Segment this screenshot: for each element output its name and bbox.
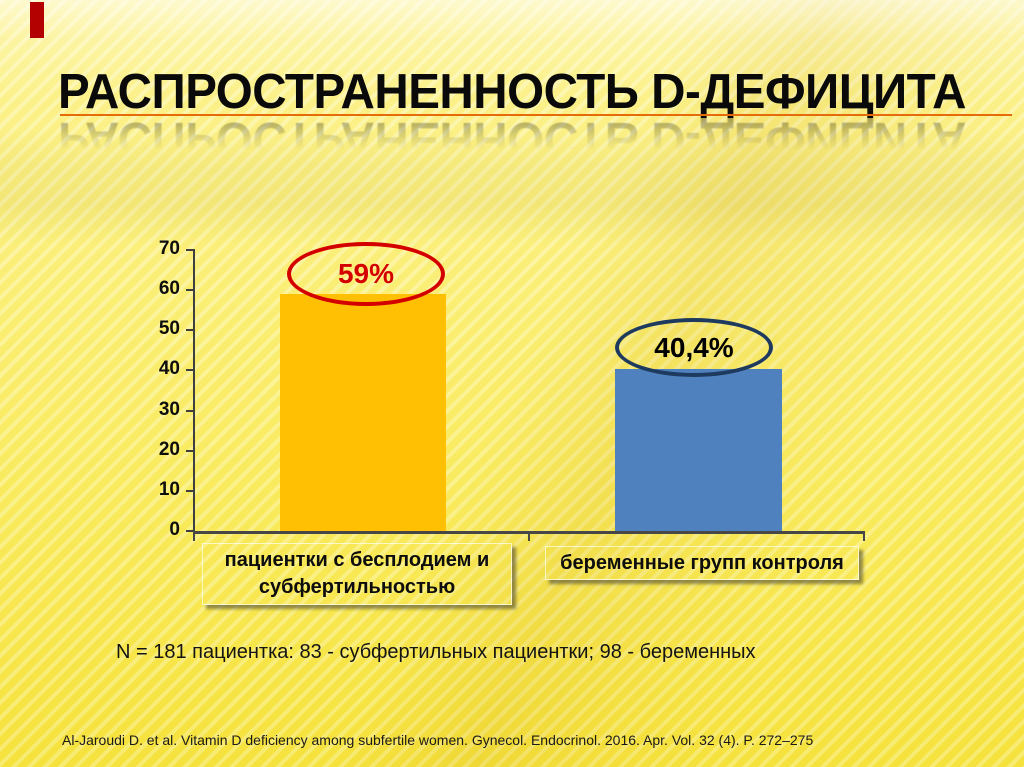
citation-footer: Al-Jaroudi D. et al. Vitamin D deficienc… xyxy=(62,732,814,748)
y-axis-tick xyxy=(186,489,193,492)
x-axis-tick xyxy=(863,534,865,541)
x-axis-tick xyxy=(193,534,195,541)
value-callout-ellipse-navy: 40,4% xyxy=(615,318,773,377)
sample-size-note: N = 181 пациентка: 83 - субфертильных па… xyxy=(116,641,756,663)
y-axis-tick-label: 40 xyxy=(158,358,180,380)
title-underline-rule xyxy=(60,114,1012,116)
y-axis-line xyxy=(193,249,195,533)
y-axis-tick xyxy=(186,289,193,292)
slide-title: РАСПРОСТРАНЕННОСТЬ D-ДЕФИЦИТА xyxy=(57,65,967,119)
category-label-subfertile: пациентки с бесплодием и субфертильность… xyxy=(202,543,512,605)
bar-subfertile-patients xyxy=(280,294,446,531)
y-axis-tick xyxy=(186,249,193,251)
value-callout-ellipse-red: 59% xyxy=(287,242,445,306)
bar-pregnant-control xyxy=(615,368,782,531)
y-axis-tick-label: 50 xyxy=(158,318,180,340)
y-axis-tick xyxy=(186,329,193,332)
x-axis-tick xyxy=(528,534,530,541)
slide-title-reflection: РАСПРОСТРАНЕННОСТЬ D-ДЕФИЦИТА xyxy=(57,112,967,166)
y-axis-tick-label: 30 xyxy=(158,398,180,420)
category-label-pregnant-control: беременные групп контроля xyxy=(545,546,859,580)
x-axis-line xyxy=(193,531,865,534)
corner-accent-bar xyxy=(30,2,44,38)
value-label-40-4: 40,4% xyxy=(654,331,734,363)
y-axis-tick-label: 10 xyxy=(158,478,180,500)
y-axis-tick xyxy=(186,530,193,532)
bar-chart-plot-area xyxy=(195,250,863,531)
y-axis-tick xyxy=(186,449,193,452)
value-label-59: 59% xyxy=(337,258,395,289)
y-axis-tick-label: 0 xyxy=(169,519,180,540)
y-axis-tick xyxy=(186,409,193,412)
y-axis-tick-label: 70 xyxy=(158,238,180,259)
y-axis-tick-label: 20 xyxy=(158,438,180,460)
y-axis-tick-label: 60 xyxy=(158,278,180,300)
y-axis-tick xyxy=(186,369,193,372)
